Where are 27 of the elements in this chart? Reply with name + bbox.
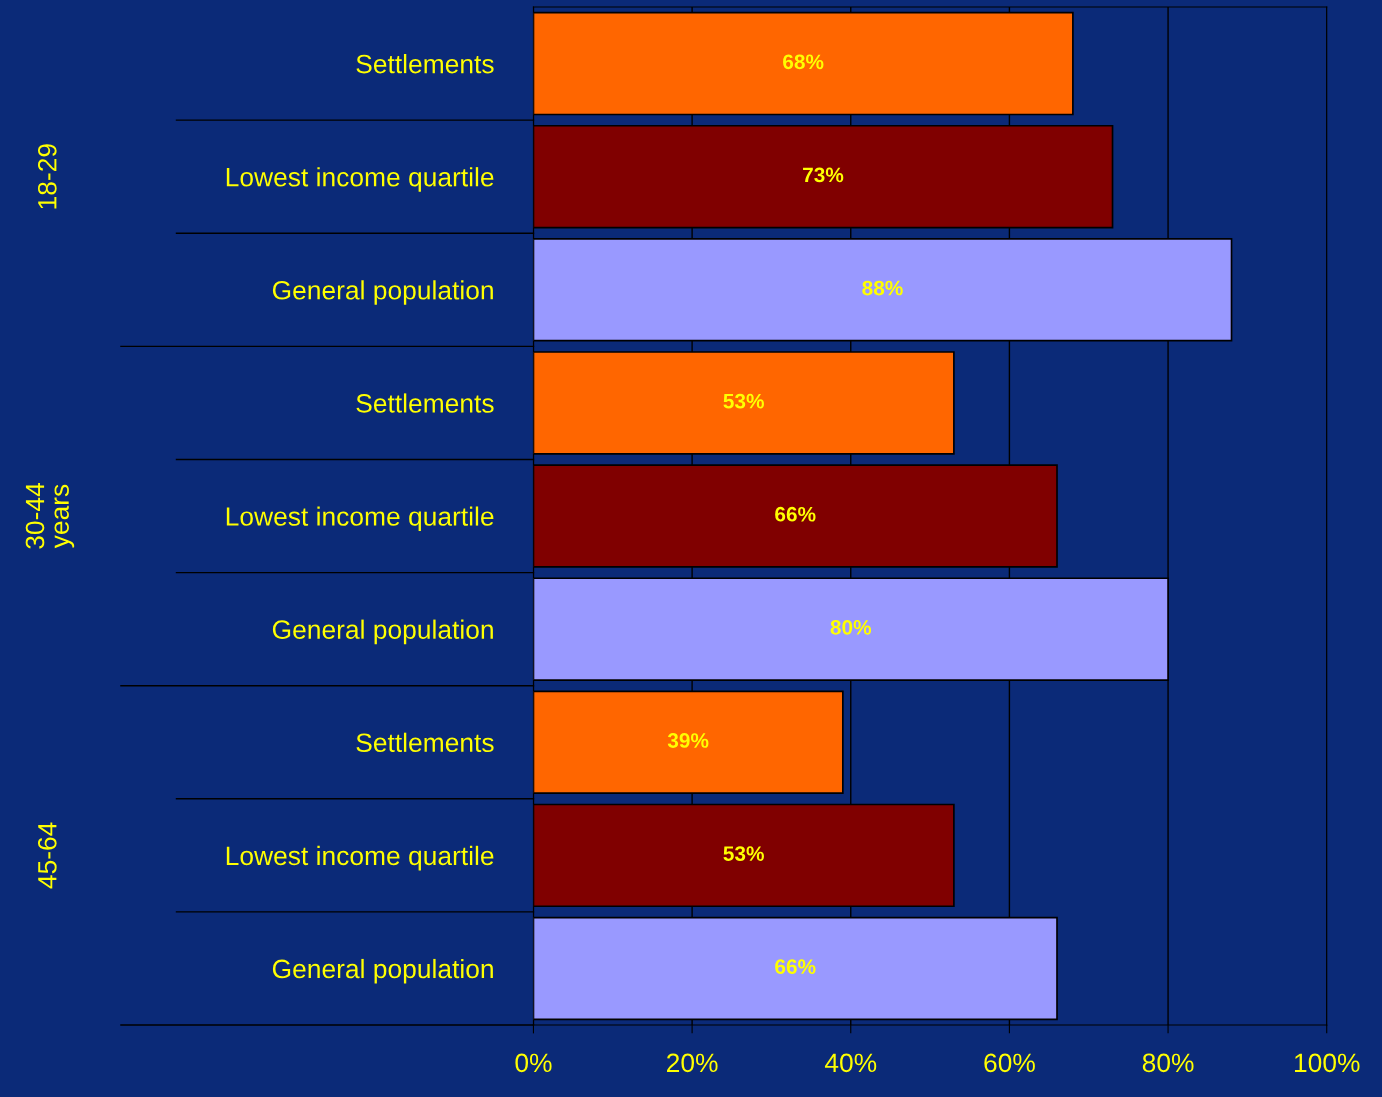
x-tick-label: 0% — [515, 1053, 552, 1073]
y-tick-label: General population — [272, 280, 493, 305]
x-tick-label: 80% — [1142, 1053, 1194, 1073]
data-label: 66% — [775, 506, 816, 522]
x-tick-label: 20% — [667, 1053, 718, 1073]
y-tick-label: Settlements — [356, 393, 494, 413]
x-tick-label: 40% — [824, 1053, 877, 1073]
y-tick-label: Lowest income quartile — [226, 167, 494, 192]
y-tick-label: Settlements — [356, 732, 494, 753]
x-tick-label: 100% — [1294, 1053, 1360, 1073]
text: 18-29 — [37, 144, 57, 209]
text: 30-44 years — [25, 483, 75, 549]
data-label: 68% — [783, 54, 824, 70]
data-label: 88% — [862, 280, 903, 296]
x-tick-label: 60% — [984, 1053, 1035, 1073]
data-label: 53% — [723, 846, 764, 861]
y-tick-label: Lowest income quartile — [226, 506, 494, 532]
y-tick-label: General population — [272, 958, 493, 984]
data-label: 53% — [723, 393, 764, 409]
data-label: 80% — [830, 619, 872, 635]
y-tick-label: General population — [272, 619, 493, 645]
y-tick-label: Lowest income quartile — [226, 845, 494, 871]
data-label: 73% — [803, 167, 844, 183]
data-label: 39% — [667, 733, 709, 748]
y-tick-label: Settlements — [356, 54, 494, 74]
data-label: 66% — [775, 959, 816, 975]
text: 45-64 — [37, 822, 57, 889]
